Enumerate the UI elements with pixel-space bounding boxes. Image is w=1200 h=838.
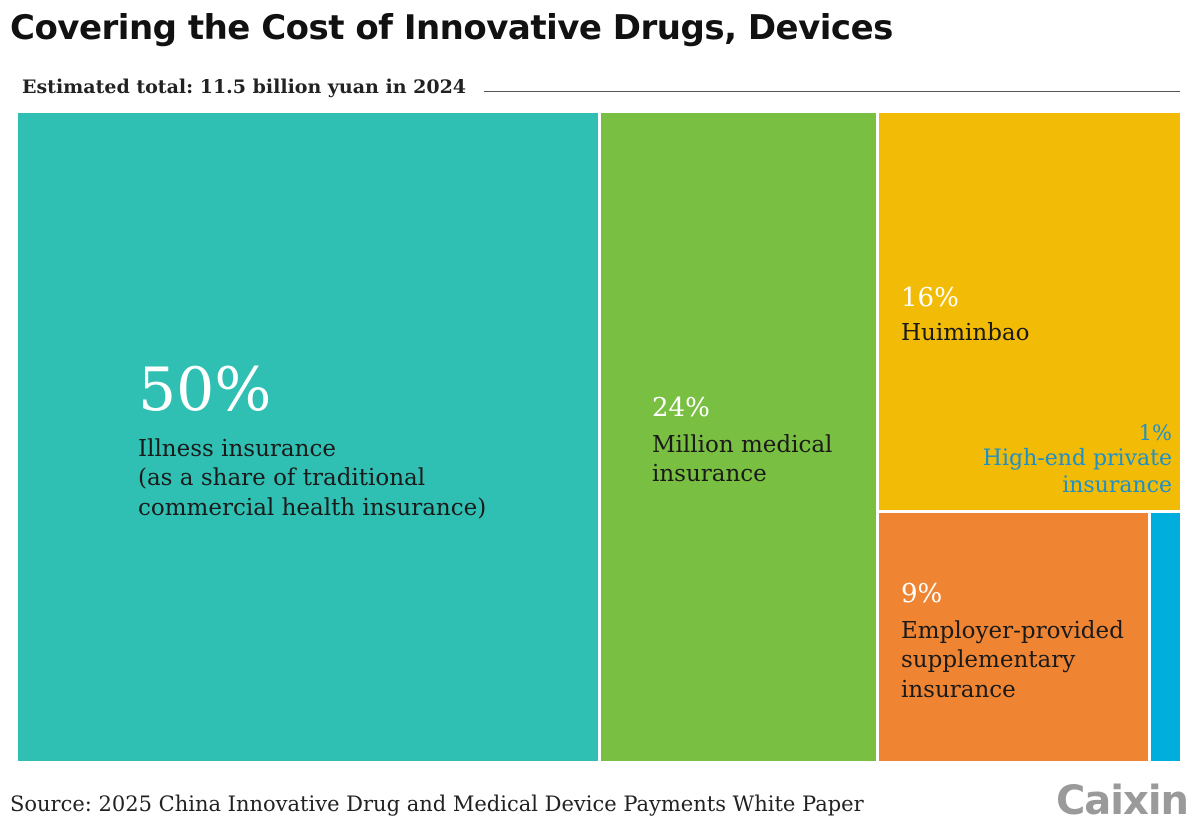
label-line: (as a share of traditional (138, 465, 426, 492)
treemap-cell-illness-insurance: 50% Illness insurance (as a share of tra… (18, 113, 598, 761)
label-line: High-end private (982, 446, 1172, 472)
category-label-employer-provided-insurance: Employer-provided supplementary insuranc… (901, 617, 1124, 705)
percent-label-employer-provided-insurance: 9% (901, 579, 943, 609)
percent-label-illness-insurance: 50% (138, 355, 272, 425)
caixin-logo: Caixin (1055, 778, 1189, 824)
percent-label-huiminbao: 16% (901, 283, 959, 313)
label-line: insurance (901, 676, 1016, 703)
treemap-cell-million-medical-insurance: 24% Million medical insurance (601, 113, 876, 761)
label-line: insurance (1062, 472, 1172, 498)
label-line: Million medical (652, 432, 833, 458)
category-label-huiminbao: Huiminbao (901, 319, 1030, 348)
chart-subtitle: Estimated total: 11.5 billion yuan in 20… (22, 76, 477, 98)
percent-label-high-end-private-insurance: 1% (1138, 421, 1172, 445)
category-label-million-medical-insurance: Million medical insurance (652, 431, 832, 490)
subtitle-rule (484, 91, 1180, 92)
label-line: supplementary (901, 647, 1076, 674)
label-line: Huiminbao (901, 320, 1030, 346)
treemap-cell-high-end-private-insurance (1151, 513, 1180, 761)
treemap-cell-employer-provided-insurance: 9% Employer-provided supplementary insur… (879, 513, 1148, 761)
label-line: insurance (652, 461, 767, 488)
label-line: Illness insurance (138, 436, 336, 462)
category-label-illness-insurance: Illness insurance (as a share of traditi… (138, 435, 486, 523)
callout-high-end-private-insurance: 1% High-end private insurance (983, 421, 1172, 499)
chart-title: Covering the Cost of Innovative Drugs, D… (10, 8, 893, 48)
label-line: Employer-provided (901, 618, 1124, 644)
percent-label-million-medical-insurance: 24% (652, 393, 710, 423)
source-note: Source: 2025 China Innovative Drug and M… (10, 792, 864, 816)
treemap-cell-huiminbao: 16% Huiminbao (879, 113, 1180, 510)
label-line: commercial health insurance) (138, 494, 487, 521)
subtitle-row: Estimated total: 11.5 billion yuan in 20… (22, 76, 1180, 106)
